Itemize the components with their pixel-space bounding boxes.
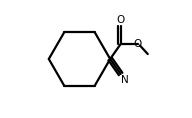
Text: O: O — [117, 15, 125, 25]
Text: O: O — [134, 39, 142, 49]
Text: N: N — [121, 75, 129, 85]
